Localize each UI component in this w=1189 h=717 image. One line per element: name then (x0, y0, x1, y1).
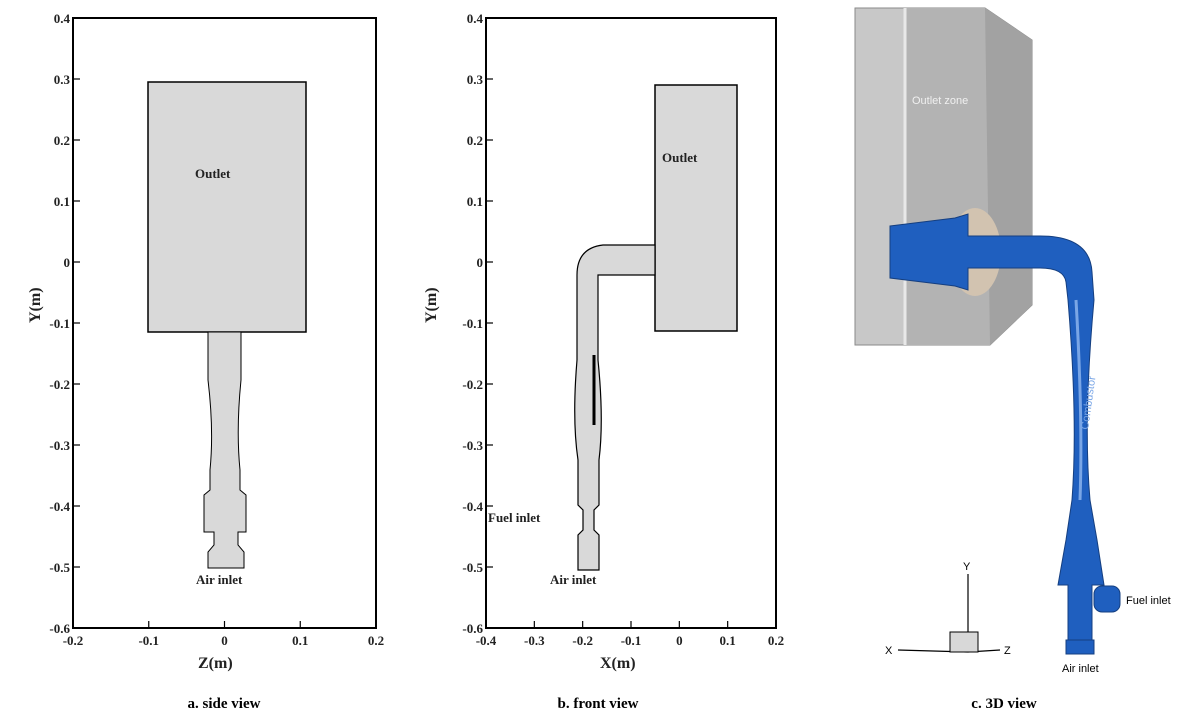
3d-axis-y-label: Y (963, 561, 971, 573)
3d-outlet-zone-label: Outlet zone (912, 95, 968, 107)
side-view-y-tick-label: 0.1 (54, 194, 70, 209)
front-view-x-tick-label: -0.4 (476, 633, 497, 648)
front-view-y-tick-label: -0.2 (462, 377, 483, 392)
3d-fuel-inlet-stub (1093, 585, 1121, 613)
side-view-x-tick-label: 0.1 (292, 633, 308, 648)
side-view-outlet-chamber (147, 81, 307, 333)
3d-air-inlet-label: Air inlet (1062, 663, 1099, 675)
front-view-outlet-label: Outlet (662, 150, 698, 165)
side-view-y-tick-label: -0.5 (49, 560, 70, 575)
front-view-y-tick-label: -0.3 (462, 438, 483, 453)
front-view-fuel-inlet-label: Fuel inlet (488, 510, 541, 525)
side-view-y-tick-label: 0.2 (54, 133, 70, 148)
front-view-y-tick-label: -0.6 (462, 621, 483, 636)
front-view-y-tick-label: -0.1 (462, 316, 483, 331)
front-view-y-tick-label: -0.5 (462, 560, 483, 575)
front-view-air-inlet-label: Air inlet (550, 572, 597, 587)
side-view-x-tick-label: 0 (221, 633, 228, 648)
front-view-y-tick-label: 0.2 (467, 133, 483, 148)
front-view-plot: -0.4 -0.3 -0.2 -0.1 0 0.1 0.2 0.4 0.3 0.2 0.1 0 -0.… (423, 11, 784, 672)
side-view-ylabel: Y(m) (27, 287, 44, 323)
front-view-x-tick-label: -0.1 (621, 633, 642, 648)
front-view-y-tick-label: 0.3 (467, 72, 484, 87)
side-view-y-tick-label: -0.1 (49, 316, 70, 331)
side-view-y-tick-label: 0.4 (54, 11, 71, 26)
3d-axis-triad: Y X Z (885, 561, 1011, 657)
side-view-x-tick-label: -0.1 (138, 633, 159, 648)
3d-air-inlet-stub (1065, 639, 1095, 655)
front-view-pipe (574, 244, 656, 571)
side-view-x-tick-label: -0.2 (63, 633, 84, 648)
3d-axis-z-label: Z (1004, 645, 1011, 657)
front-view-y-tick-label: 0 (477, 255, 484, 270)
caption-3d-view: c. 3D view (971, 696, 1037, 712)
front-view-y-tick-label: -0.4 (462, 499, 483, 514)
caption-side-view: a. side view (187, 696, 261, 712)
side-view-y-tick-label: 0.3 (54, 72, 71, 87)
side-view-y-tick-label: -0.2 (49, 377, 70, 392)
front-view-x-tick-label: -0.2 (572, 633, 593, 648)
side-view-pipe (203, 331, 247, 569)
front-view-outlet-chamber (654, 84, 738, 332)
3d-axis-x-label: X (885, 645, 893, 657)
front-view-x-tick-label: -0.3 (524, 633, 545, 648)
side-view-xlabel: Z(m) (198, 655, 233, 672)
front-view-x-tick-label: 0.2 (768, 633, 784, 648)
side-view-y-tick-label: 0 (64, 255, 71, 270)
side-view-plot: -0.2 -0.1 0 0.1 0.2 0.40.30.20.10-0.1-0.2-0.… (27, 11, 384, 672)
front-view-x-tick-label: 0 (676, 633, 683, 648)
front-view-y-tick-label: 0.4 (467, 11, 484, 26)
front-view-ylabel: Y(m) (423, 287, 440, 323)
3d-pipe-highlight (1074, 299, 1083, 501)
3d-fuel-inlet-label: Fuel inlet (1126, 595, 1171, 607)
caption-front-view: b. front view (557, 696, 639, 712)
side-view-y-tick-label: -0.3 (49, 438, 70, 453)
side-view-air-inlet-label: Air inlet (196, 572, 243, 587)
3d-outlet-box-side (985, 8, 1032, 345)
front-view-y-tick-label: 0.1 (467, 194, 483, 209)
3d-view-render: Outlet zone Combustor Fuel inlet Air inl… (854, 7, 1171, 675)
side-view-y-tick-label: -0.6 (49, 621, 70, 636)
side-view-x-tick-label: 0.2 (368, 633, 384, 648)
side-view-y-tick-label: -0.4 (49, 499, 70, 514)
front-view-x-tick-label: 0.1 (720, 633, 736, 648)
front-view-xlabel: X(m) (600, 655, 636, 672)
side-view-outlet-label: Outlet (195, 166, 231, 181)
